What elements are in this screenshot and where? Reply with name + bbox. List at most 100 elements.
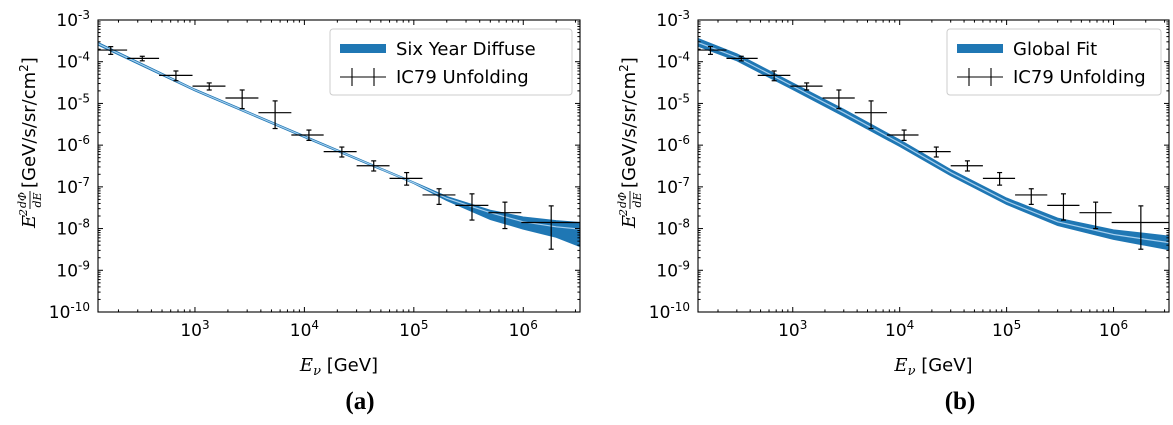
axis-unit: [GeV/s/sr/cm [619, 72, 640, 188]
tick-exponent: 6 [530, 318, 538, 332]
tick-exponent: -5 [78, 91, 90, 105]
legend-box [329, 28, 573, 96]
y-tick-label: 10-4 [56, 50, 90, 73]
data-point [1047, 193, 1080, 221]
y-tick-label: 10-5 [656, 91, 690, 114]
tick-exponent: -6 [678, 133, 690, 147]
y-axis-math: dE [31, 192, 44, 207]
y-axis-math: E [19, 215, 40, 229]
tick-exponent: -7 [678, 175, 690, 189]
axis-unit: [GeV] [321, 355, 378, 376]
tick-base: 10 [656, 178, 678, 198]
y-tick-label: 10-8 [656, 217, 690, 240]
tick-base: 10 [1099, 321, 1121, 341]
data-point [918, 146, 951, 158]
y-axis-math: 2 [617, 209, 630, 217]
legend-points-label: IC79 Unfolding [1013, 67, 1146, 88]
tick-base: 10 [180, 321, 202, 341]
y-axis-math: dΦ [616, 192, 629, 208]
data-point [488, 201, 522, 230]
tick-exponent: -6 [78, 133, 90, 147]
legend-points-swatch [957, 68, 1003, 86]
tick-base: 10 [656, 53, 678, 73]
tick-base: 10 [56, 261, 78, 281]
data-point [886, 129, 919, 141]
data-point [521, 205, 580, 250]
data-point [356, 160, 390, 172]
tick-exponent: -4 [678, 50, 690, 64]
tick-base: 10 [778, 321, 800, 341]
x-axis-title: Eν [GeV] [893, 355, 972, 379]
data-point [225, 89, 259, 110]
tick-base: 10 [656, 261, 678, 281]
tick-base: 10 [656, 136, 678, 156]
tick-base: 10 [509, 321, 531, 341]
y-tick-label: 10-8 [56, 217, 90, 240]
tick-base: 10 [56, 220, 78, 240]
data-point [790, 82, 823, 91]
tick-base: 10 [56, 94, 78, 114]
tick-exponent: -7 [78, 175, 90, 189]
data-point [1015, 188, 1048, 205]
axes-frame [97, 19, 581, 313]
tick-exponent: 4 [907, 318, 915, 332]
legend-band-label: Global Fit [1013, 39, 1097, 60]
x-tick-label: 103 [180, 318, 209, 341]
tick-base: 10 [56, 178, 78, 198]
y-axis-math: E [619, 215, 640, 229]
tick-exponent: 6 [1121, 318, 1129, 332]
tick-base: 10 [656, 220, 678, 240]
y-tick-label: 10-9 [56, 258, 90, 281]
axis-unit: [GeV] [915, 355, 972, 376]
tick-exponent: -8 [678, 217, 690, 231]
legend: Global Fit IC79 Unfolding [946, 28, 1162, 96]
data-point [950, 160, 983, 172]
tick-exponent: -3 [678, 8, 690, 22]
axis-subscript: ν [313, 364, 321, 379]
x-tick-label: 103 [778, 318, 807, 341]
tick-base: 10 [656, 94, 678, 114]
data-point [258, 100, 292, 130]
y-axis-unit: [GeV/s/sr/cm2] [17, 57, 40, 188]
legend-band-label: Six Year Diffuse [396, 39, 536, 60]
x-tick-label: 104 [290, 318, 319, 341]
axis-unit-exponent: 2 [17, 64, 31, 72]
x-ticks [717, 20, 1166, 312]
axis-variable: E [299, 355, 313, 376]
panel-label: (a) [345, 388, 374, 415]
data-point [726, 55, 758, 62]
tick-base: 10 [992, 321, 1014, 341]
axis-unit: [GeV/s/sr/cm [19, 72, 40, 188]
legend: Six Year Diffuse IC79 Unfolding [329, 28, 573, 96]
legend-points-label: IC79 Unfolding [396, 67, 529, 88]
tick-base: 10 [290, 321, 312, 341]
y-tick-label: 10-10 [49, 300, 90, 323]
chart-panel-b: 103 104 105 10610-310-410-510-610-710-810-9… [616, 8, 1170, 415]
data-point [822, 89, 855, 110]
data-point [982, 171, 1016, 186]
axis-unit-exponent: 2 [617, 64, 631, 72]
data-point [127, 55, 160, 62]
x-axis-title: Eν [GeV] [299, 355, 378, 379]
y-tick-label: 10-6 [56, 133, 90, 156]
data-point [291, 129, 324, 141]
x-tick-label: 104 [885, 318, 914, 341]
tick-exponent: 4 [311, 318, 319, 332]
model-best-fit-line [98, 43, 580, 230]
tick-exponent: -9 [678, 258, 690, 272]
data-point [455, 193, 489, 221]
model-best-fit-line [698, 41, 1169, 244]
x-ticks [117, 20, 576, 312]
data-point [159, 70, 193, 82]
axes-frame [697, 19, 1170, 313]
y-tick-label: 10-9 [656, 258, 690, 281]
tick-exponent: 3 [800, 318, 808, 332]
data-point [698, 46, 727, 55]
legend-band-swatch [957, 44, 1003, 53]
axis-variable: E [893, 355, 907, 376]
data-point [757, 70, 791, 82]
y-axis-math: dE [631, 192, 644, 207]
tick-exponent: -10 [670, 300, 690, 314]
